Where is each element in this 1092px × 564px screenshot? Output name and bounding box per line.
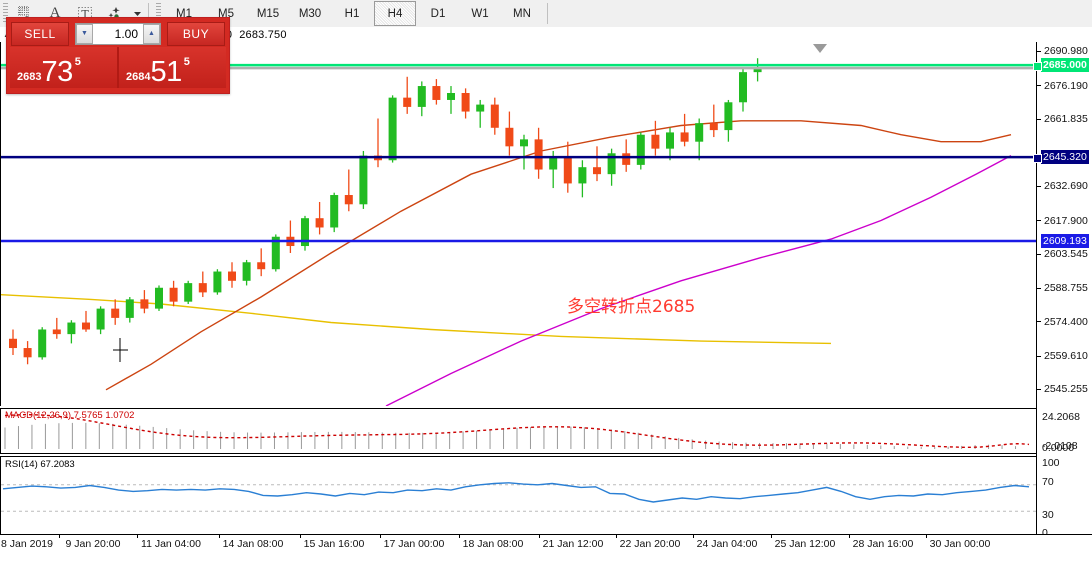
sell-price-main: 73 [41,56,73,88]
time-tick: 11 Jan 04:00 [141,538,201,550]
timeframe-h4[interactable]: H4 [374,1,416,26]
time-tick: 28 Jan 16:00 [852,538,914,550]
sell-button[interactable]: SELL [11,21,69,46]
price-plot[interactable]: 多空转折点2685 [0,42,1036,406]
price-tick: 2632.690 [1037,180,1088,192]
timeframe-m1[interactable]: M1 [176,7,192,20]
time-tick: 18 Jan 08:00 [462,538,524,550]
price-tick: 2603.545 [1037,248,1088,260]
price-scale[interactable]: 2690.980 2676.190 2661.835 2645.320 2632.690… [1033,42,1092,539]
toolbar-grip[interactable] [3,3,8,24]
macd-pane[interactable]: MACD(12,26,9) 7.5765 1.0702 [0,408,1036,454]
timeframe-m30[interactable]: M30 [298,7,322,20]
price-tick: 2588.755 [1037,282,1088,294]
price-tick: 2661.835 [1037,113,1088,125]
sell-price-prefix: 2683 [17,71,42,83]
timeframe-mn[interactable]: MN [513,7,531,20]
time-tick: 24 Jan 04:00 [696,538,758,550]
time-tick-mark [380,534,381,538]
time-tick: 22 Jan 20:00 [619,538,681,550]
macd-svg [4,414,1030,449]
timeframe-m15[interactable]: M15 [256,7,280,20]
rsi-tick: 100 [1042,457,1060,469]
chart-annotation: 多空转折点2685 [567,297,696,317]
time-tick: 15 Jan 16:00 [303,538,365,550]
price-chart-svg [1,44,1036,406]
toolbar-divider-2 [547,3,548,24]
volume-value[interactable]: 1.00 [114,26,138,41]
rsi-pane[interactable]: RSI(14) 67.2083 [0,456,1036,534]
toolbar-divider [148,3,149,24]
rsi-label: RSI(14) 67.2083 [5,459,75,470]
rsi-tick: 30 [1042,509,1054,521]
chart-frame: ▲ SP500-,H4 2687.000 2687.000 2681.000 2… [0,27,1092,564]
buy-price-main: 51 [150,56,182,88]
level-handle-icon[interactable] [1033,62,1042,72]
text-label-icon[interactable]: A [49,5,61,21]
bid-price-tag[interactable]: 2685.000 [1041,58,1089,73]
time-tick: 9 Jan 20:00 [65,538,121,550]
time-tick: 21 Jan 12:00 [542,538,604,550]
time-tick: 17 Jan 00:00 [383,538,445,550]
buy-price-fraction: 5 [183,56,190,68]
dropdown-arrow-icon[interactable] [130,1,144,26]
time-tick: 25 Jan 12:00 [774,538,836,550]
time-tick-mark [616,534,617,538]
text-box-icon[interactable]: T [70,1,100,26]
level-handle-icon[interactable] [1033,154,1042,164]
one-click-trading-panel[interactable]: SELL ▼ 1.00 ▲ BUY 2683 73 5 2684 51 5 [6,17,230,94]
macd-tick: 0.0000 [1042,442,1075,454]
time-tick: 14 Jan 08:00 [222,538,284,550]
rsi-svg [1,482,1036,512]
time-tick-mark [926,534,927,538]
timeframe-grip[interactable] [156,3,161,24]
rsi-tick: 0 [1042,527,1048,539]
time-tick-mark [219,534,220,538]
price-tick: 2574.400 [1037,316,1088,328]
timeframe-w1[interactable]: W1 [471,7,489,20]
rsi-tick: 70 [1042,476,1054,488]
time-tick-mark [849,534,850,538]
svg-text:T: T [81,8,89,21]
volume-decrement-icon[interactable]: ▼ [76,23,93,44]
macd-tick: -2.0108 [1042,440,1078,452]
price-tick: 2545.255 [1037,383,1088,395]
volume-stepper[interactable]: ▼ 1.00 ▲ [75,22,161,45]
time-scale[interactable]: 8 Jan 2019 9 Jan 20:00 11 Jan 04:00 14 Jan … [0,534,1092,564]
time-tick-mark [459,534,460,538]
time-tick-mark [300,534,301,538]
time-tick-mark [137,534,138,538]
buy-price-box[interactable]: 2684 51 5 [119,47,226,88]
support-price-tag[interactable]: 2609.193 [1041,233,1089,248]
time-tick-mark [539,534,540,538]
ohlc-close: 2683.750 [239,28,287,41]
macd-tick: 24.2068 [1042,411,1080,423]
buy-price-prefix: 2684 [126,71,151,83]
time-tick: 8 Jan 2019 [1,538,53,550]
price-tick: 2617.900 [1037,215,1088,227]
volume-increment-icon[interactable]: ▲ [143,23,160,44]
buy-button[interactable]: BUY [167,21,225,46]
time-tick: 30 Jan 00:00 [929,538,991,550]
macd-label: MACD(12,26,9) 7.5765 1.0702 [5,410,135,421]
sell-price-box[interactable]: 2683 73 5 [10,47,119,88]
time-tick-mark [59,534,60,538]
time-tick-mark [693,534,694,538]
timeframe-d1[interactable]: D1 [430,7,446,20]
price-tick: 2690.980 [1037,45,1088,57]
resistance-price-tag[interactable]: 2645.320 [1041,150,1089,165]
sell-price-fraction: 5 [74,56,81,68]
trade-panel-controls: SELL ▼ 1.00 ▲ BUY [7,18,229,46]
trade-panel-prices: 2683 73 5 2684 51 5 [7,46,229,91]
price-tick: 2676.190 [1037,80,1088,92]
time-tick-mark [771,534,772,538]
timeframe-h1[interactable]: H1 [344,7,360,20]
price-tick: 2559.610 [1037,350,1088,362]
timeframe-m5[interactable]: M5 [218,7,234,20]
